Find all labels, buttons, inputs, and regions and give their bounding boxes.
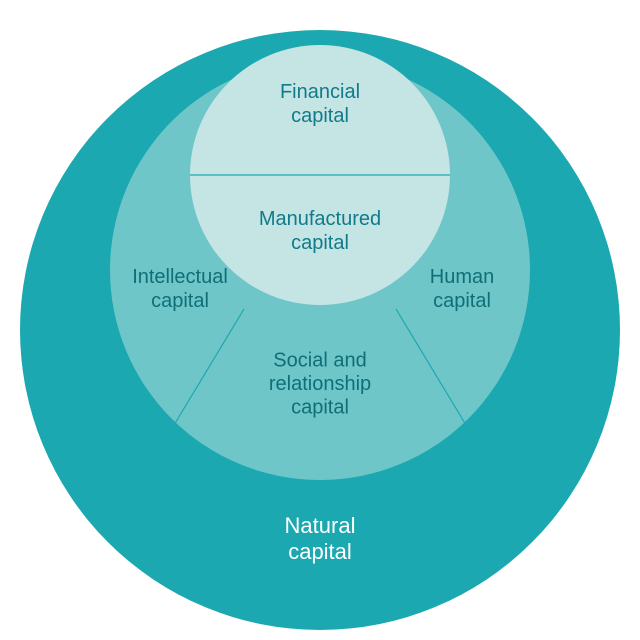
label-financial-line-1: capital: [291, 105, 349, 127]
label-natural-line-1: capital: [288, 539, 352, 564]
label-human-line-1: capital: [433, 290, 491, 312]
label-natural: Naturalcapital: [285, 513, 356, 564]
label-social-line-0: Social and: [273, 350, 366, 372]
capitals-diagram: Naturalcapital Intellectualcapital Human…: [0, 0, 640, 640]
label-manufactured-line-0: Manufactured: [259, 208, 381, 230]
label-financial: Financialcapital: [280, 81, 360, 127]
label-intellectual-line-1: capital: [151, 290, 209, 312]
label-social-line-1: relationship: [269, 373, 371, 395]
label-human-line-0: Human: [430, 266, 494, 288]
label-natural-line-0: Natural: [285, 513, 356, 538]
label-human: Humancapital: [430, 266, 494, 312]
label-intellectual-line-0: Intellectual: [132, 266, 228, 288]
label-manufactured-line-1: capital: [291, 232, 349, 254]
label-social-line-2: capital: [291, 397, 349, 419]
label-financial-line-0: Financial: [280, 81, 360, 103]
